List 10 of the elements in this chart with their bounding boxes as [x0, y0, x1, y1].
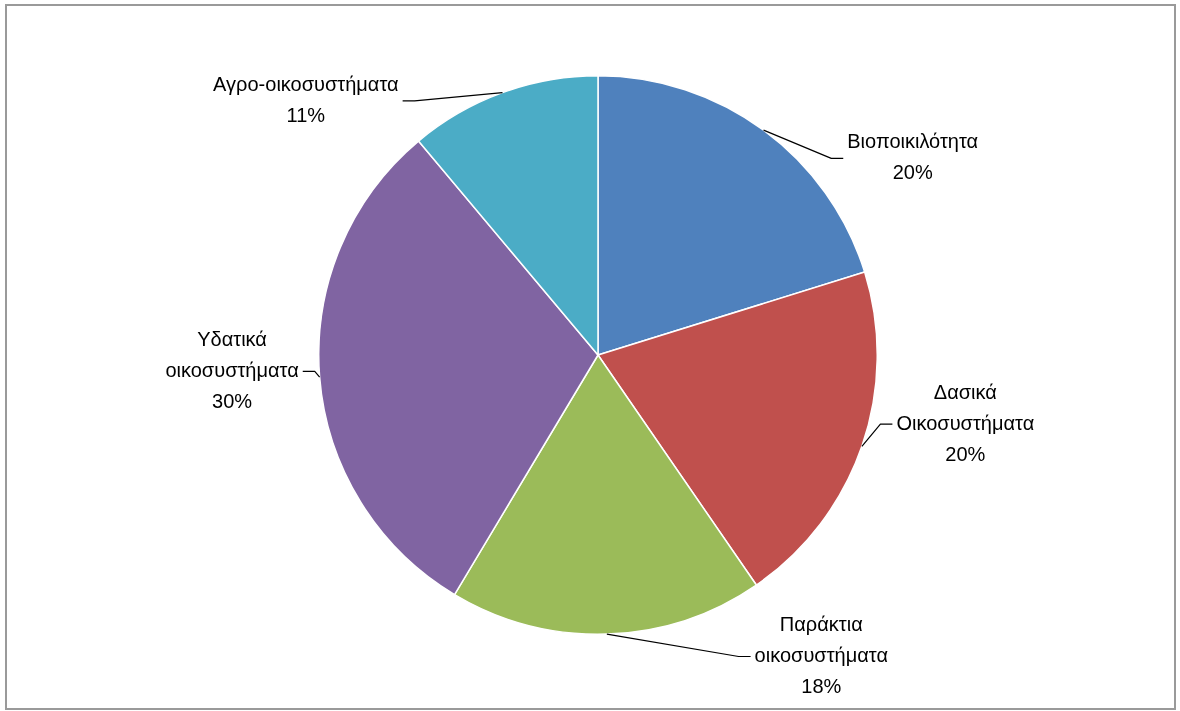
- slice-label: Παράκτια οικοσυστήματα: [754, 613, 888, 667]
- slice-label: Υδατικά οικοσυστήματα: [165, 327, 299, 381]
- slice-label: Δασικά Οικοσυστήματα: [896, 380, 1035, 434]
- data-label: 18%: [801, 675, 842, 698]
- data-label: 11%: [286, 103, 326, 126]
- data-label: 20%: [945, 442, 986, 465]
- data-label: 20%: [892, 161, 933, 184]
- slice-label: Βιοποικιλότητα: [847, 130, 979, 153]
- data-label: 30%: [212, 389, 253, 412]
- slice-label: Αγρο-οικοσυστήματα: [213, 72, 399, 95]
